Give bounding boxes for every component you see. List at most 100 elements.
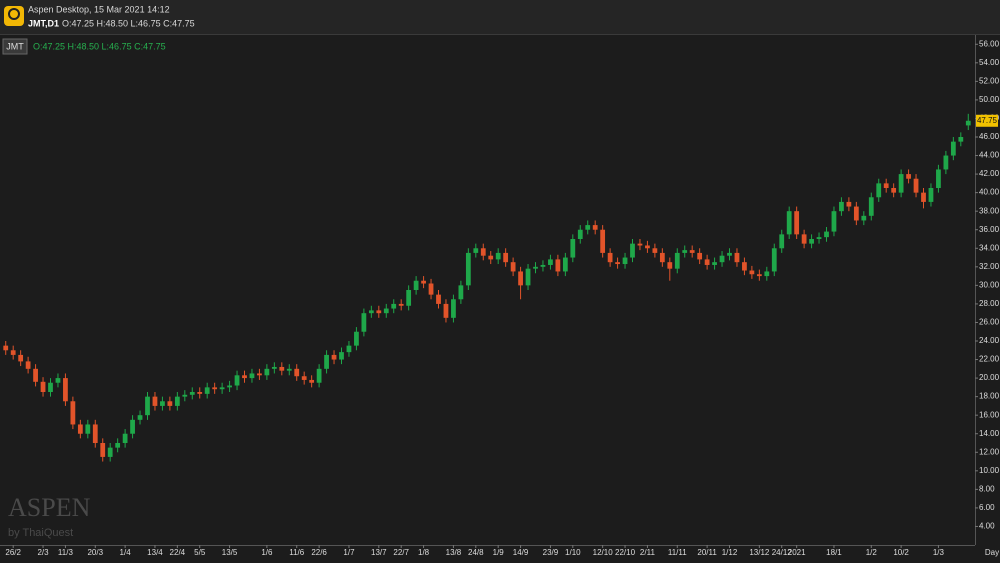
candle-body xyxy=(786,211,792,235)
candle-body xyxy=(697,252,703,260)
y-tick-label: 54.00 xyxy=(979,58,1000,67)
y-tick-label: 10.00 xyxy=(979,466,1000,475)
candle-body xyxy=(503,252,509,263)
candle-body xyxy=(630,243,635,258)
x-unit: Day xyxy=(985,548,999,557)
candle-body xyxy=(824,231,829,238)
candle-body xyxy=(906,174,911,179)
symbol-tag-box[interactable] xyxy=(2,38,28,55)
candle-body xyxy=(331,354,337,360)
candle-body xyxy=(704,259,710,265)
candle-body xyxy=(339,352,344,360)
x-tick-label: 13/12 xyxy=(749,548,770,557)
x-tick-label: 13/7 xyxy=(371,548,387,557)
candle-body xyxy=(689,250,695,253)
header-symbol: JMT,D1 xyxy=(28,18,59,28)
y-tick-label: 20.00 xyxy=(979,373,1000,382)
candle-body xyxy=(324,354,329,369)
candle-body xyxy=(249,373,255,379)
x-tick-label: 20/3 xyxy=(87,548,103,557)
y-tick-label: 4.00 xyxy=(979,522,995,531)
candle-body xyxy=(495,252,501,260)
candle-body xyxy=(316,368,322,383)
y-tick-label: 12.00 xyxy=(979,447,1000,456)
candle-body xyxy=(622,257,628,265)
x-tick-label: 26/2 xyxy=(5,548,21,557)
x-tick-label: 12/10 xyxy=(593,548,614,557)
candle-body xyxy=(279,366,285,371)
candle-body xyxy=(756,274,762,277)
candle-body xyxy=(398,303,404,306)
candle-body xyxy=(779,234,785,249)
candle-body xyxy=(100,443,106,457)
candle-body xyxy=(219,387,225,390)
candle-body xyxy=(891,188,897,193)
candle-body xyxy=(257,373,262,376)
y-tick-label: 8.00 xyxy=(979,484,995,493)
y-tick-label: 6.00 xyxy=(979,503,995,512)
x-tick-label: 22/4 xyxy=(170,548,186,557)
candle-body xyxy=(555,259,561,272)
candle-body xyxy=(309,379,315,383)
candle-body xyxy=(346,345,352,353)
candle-body xyxy=(182,394,188,397)
y-tick-label: 42.00 xyxy=(979,169,1000,178)
candle-body xyxy=(264,368,270,376)
y-tick-label: 36.00 xyxy=(979,225,1000,234)
candle-body xyxy=(652,248,658,253)
candle-body xyxy=(562,257,568,272)
x-tick-label: 11/3 xyxy=(58,548,74,557)
candle-body xyxy=(958,137,964,142)
candle-body xyxy=(659,252,665,263)
app-icon-glyph xyxy=(8,8,20,20)
header-ohlc: O:47.25 H:48.50 L:46.75 C:47.75 xyxy=(62,18,195,28)
candle-body xyxy=(734,252,740,263)
candle-body xyxy=(174,396,180,406)
y-tick-label: 52.00 xyxy=(979,76,1000,85)
candle-body xyxy=(831,211,837,232)
x-tick-label: 1/7 xyxy=(343,548,355,557)
y-tick-label: 38.00 xyxy=(979,206,1000,215)
candle-body xyxy=(883,183,889,188)
candle-body xyxy=(913,178,919,193)
candle-body xyxy=(40,381,46,392)
candle-body xyxy=(92,424,98,443)
candle-body xyxy=(436,294,441,304)
candle-body xyxy=(749,270,755,275)
candle-body xyxy=(451,299,456,318)
candle-body xyxy=(63,378,68,402)
candle-body xyxy=(428,283,434,295)
candle-body xyxy=(719,255,725,263)
candle-body xyxy=(667,262,673,269)
x-tick-label: 1/10 xyxy=(565,548,581,557)
x-tick-label: 11/11 xyxy=(668,548,687,557)
candle-body xyxy=(354,331,359,346)
candle-body xyxy=(294,368,300,377)
x-tick-label: 1/12 xyxy=(722,548,738,557)
candle-body xyxy=(510,262,516,272)
x-tick-label: 1/3 xyxy=(933,548,945,557)
x-tick-label: 22/6 xyxy=(311,548,327,557)
candle-body xyxy=(570,239,576,258)
candle-body xyxy=(943,155,949,170)
candle-body xyxy=(77,424,83,434)
symbol-tag: JMT xyxy=(6,41,24,51)
candle-body xyxy=(637,243,643,246)
candle-body xyxy=(70,401,76,425)
last-price-label: 47.75 xyxy=(977,116,998,125)
candle-body xyxy=(607,252,613,263)
candle-body xyxy=(473,248,479,253)
candle-body xyxy=(898,174,904,193)
candle-body xyxy=(25,361,31,369)
candle-body xyxy=(458,285,464,300)
candle-body xyxy=(615,262,620,265)
candle-body xyxy=(383,308,389,314)
candle-body xyxy=(107,447,113,457)
candle-body xyxy=(518,271,523,286)
candle-body xyxy=(585,225,591,230)
candle-body xyxy=(965,120,971,126)
candle-body xyxy=(361,313,367,332)
x-tick-label: 24/8 xyxy=(468,548,484,557)
